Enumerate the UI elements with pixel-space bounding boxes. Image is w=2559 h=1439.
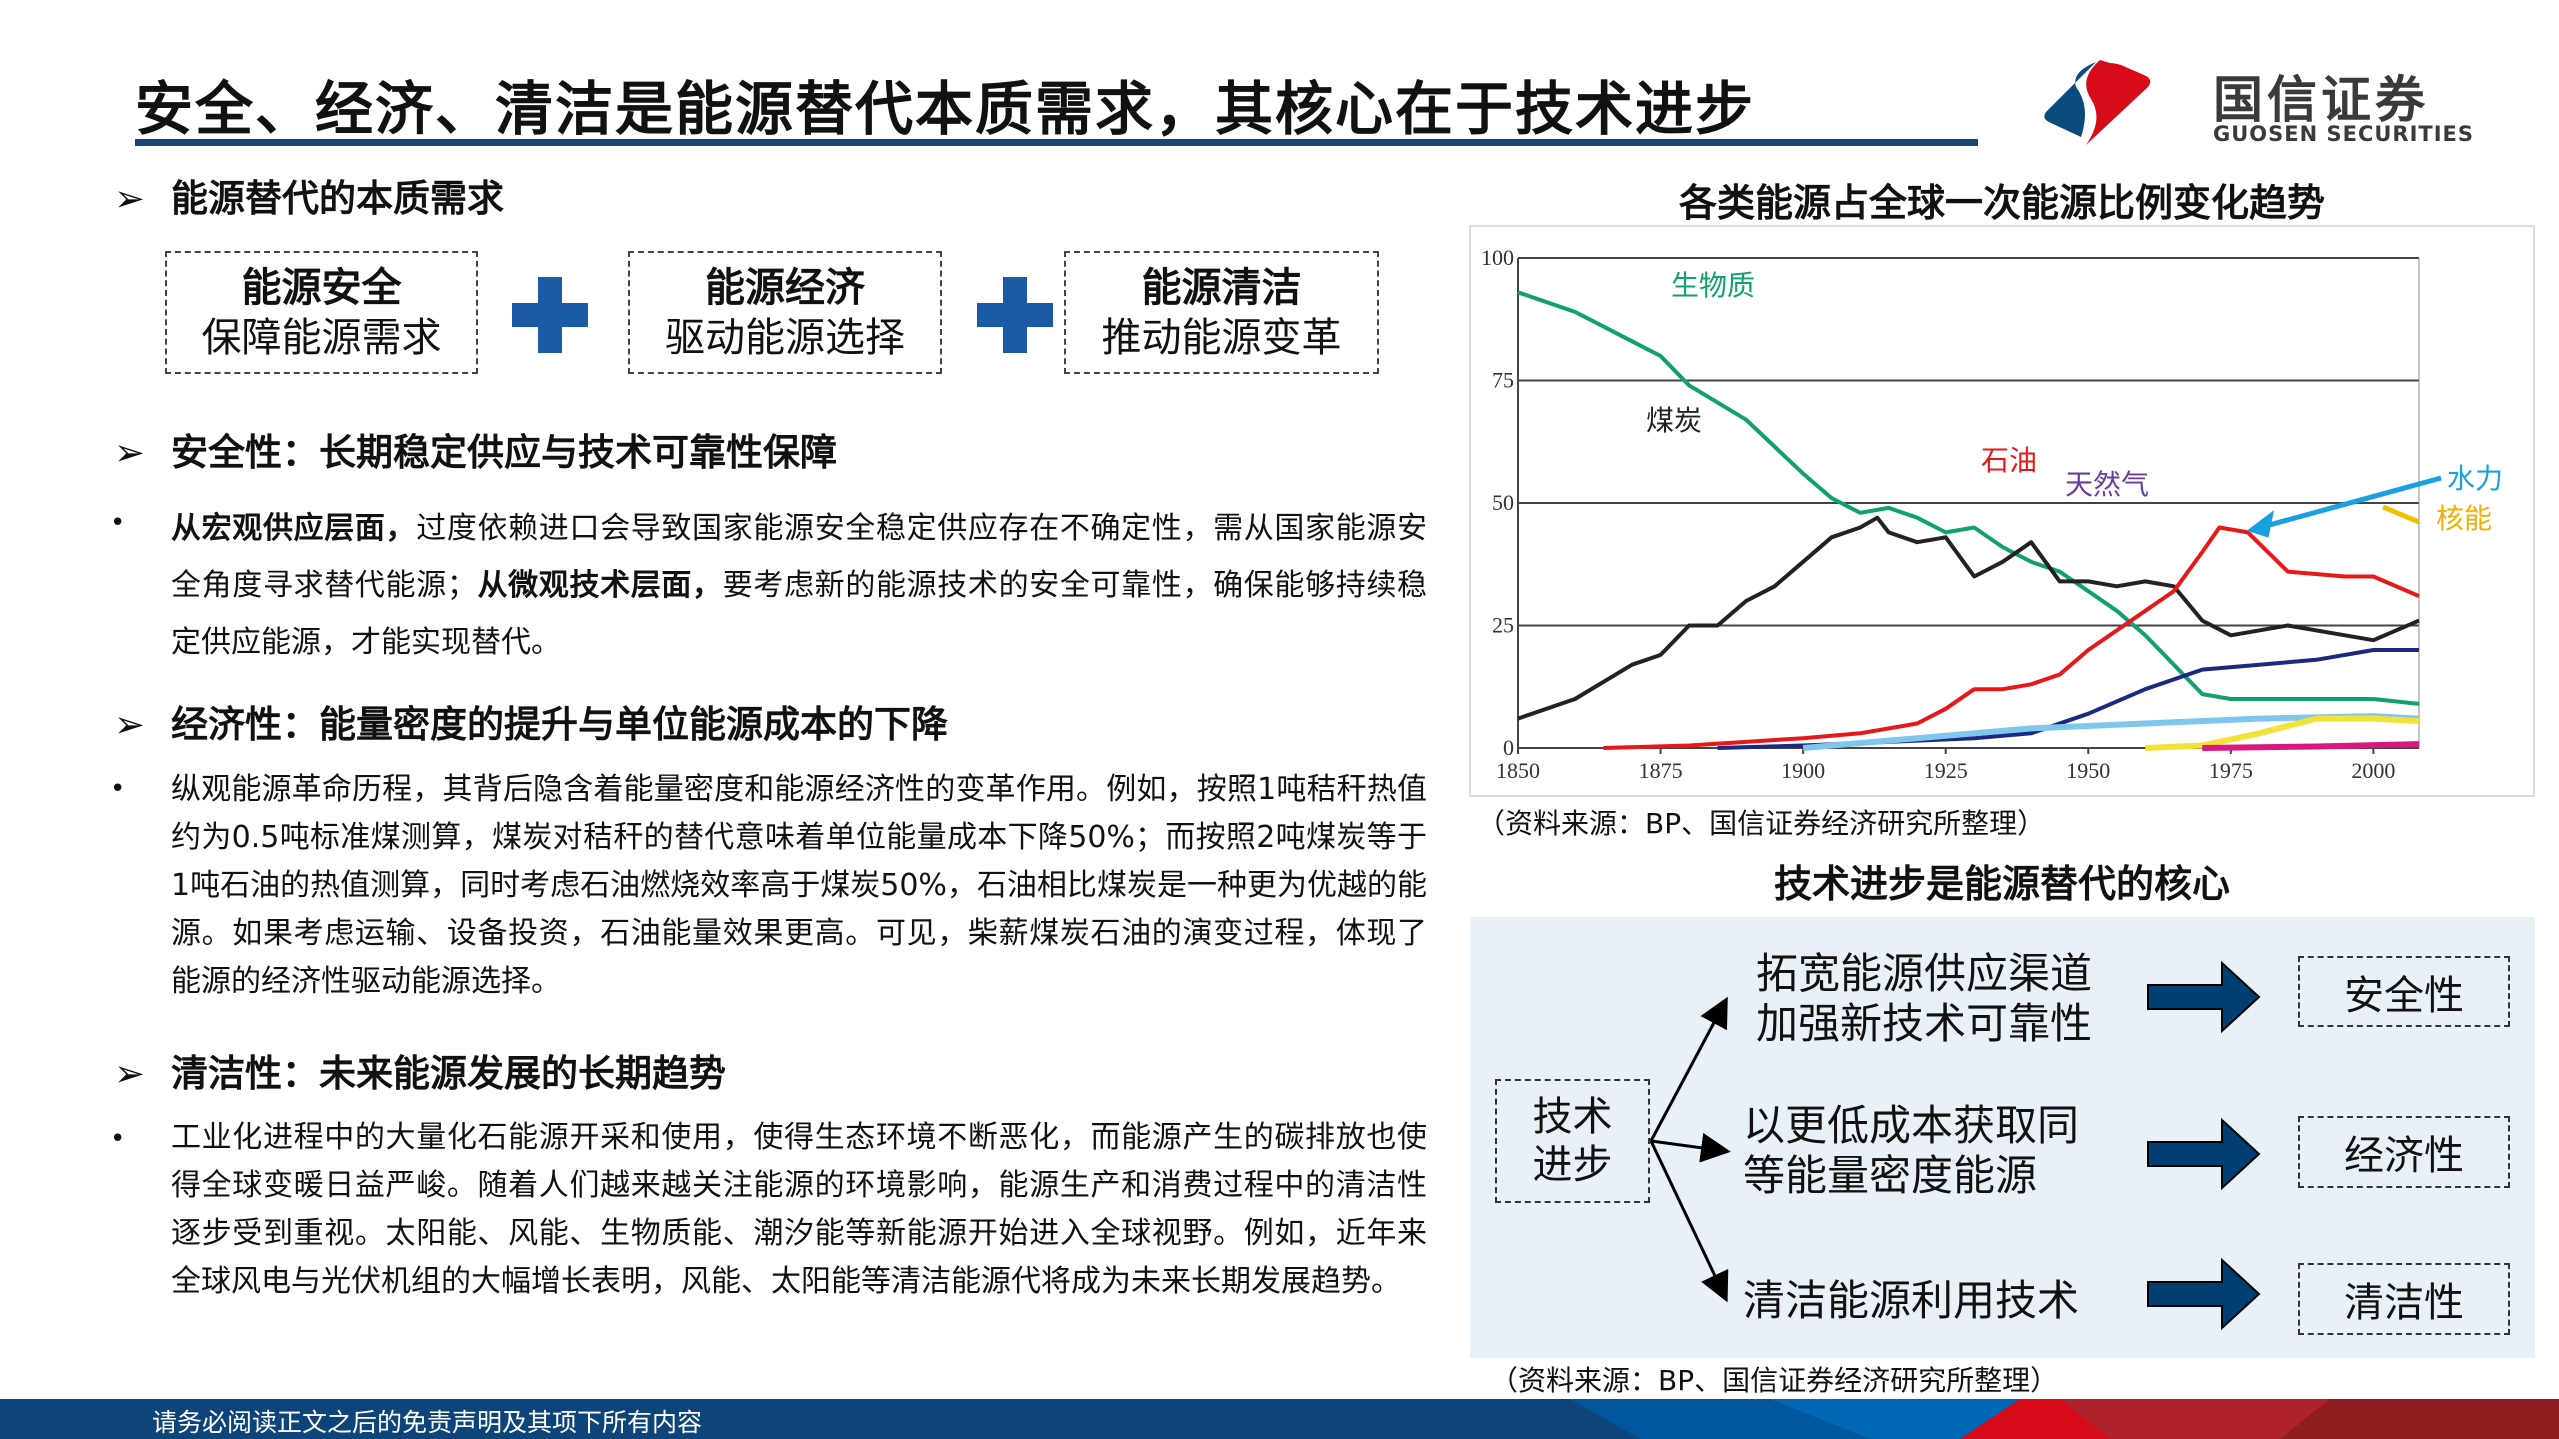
item-line: 等能量密度能源 [1743,1151,2038,1200]
clean-result-box: 清洁性 [2298,1263,2510,1335]
x-tick-label: 1975 [2209,758,2253,783]
item-line: 加强新技术可靠性 [1756,999,2093,1048]
item-line: 以更低成本获取同 [1743,1101,2080,1150]
nuclear-pointer-arrow [2382,504,2420,525]
tech-progress-diagram: 技术 进步 拓宽能源供应渠道 加强新技术可靠性 以更低成本获取同 等能量密度能源 清洁… [1470,917,2535,1358]
connector-arrows [1649,960,2261,1331]
clean-heading-text: 清洁性：未来能源发展的长期趋势 [171,1052,726,1095]
clean-tech-item: 清洁能源利用技术 [1743,1276,2079,1326]
paragraph-text: 要考虑新的能源技术的安全可靠性，确保能够持续稳定供应能源，才能实现替代。 [171,568,1428,660]
arrow-bullet-icon: ➢ [114,703,146,746]
logo-text-en: GUOSEN SECURITIES [2213,122,2475,146]
clean-paragraph: 工业化进程中的大量化石能源开采和使用，使得生态环境不断恶化，而能源产生的碳排放也… [171,1120,1427,1299]
series-line-生物质 [1517,290,2420,706]
security-result-box: 安全性 [2298,956,2510,1027]
right-arrow-icon [2147,1117,2261,1191]
bullet-icon: • [110,774,126,804]
energy-security-box: 能源安全 保障能源需求 [165,251,478,374]
box-subtitle: 推动能源变革 [1101,315,1342,361]
tech-progress-box: 技术 进步 [1495,1079,1650,1203]
economy-result-box: 经济性 [2298,1116,2510,1188]
security-heading-text: 安全性：长期稳定供应与技术可靠性保障 [171,431,837,474]
logo-text-cn: 国信证券 [2213,71,2429,129]
box-title: 能源清洁 [1141,265,1302,311]
arrow-head-icon [2246,510,2274,538]
series-line-other [2202,741,2420,751]
energy-clean-box: 能源清洁 推动能源变革 [1064,251,1379,374]
economy-heading: ➢ 经济性：能量密度的提升与单位能源成本的下降 [114,694,948,748]
y-tick-label: 0 [1503,735,1514,760]
bold-lead: 从宏观供应层面， [171,511,417,546]
bullet-icon: • [110,508,126,538]
y-tick-label: 75 [1492,368,1514,393]
connector-line [1650,1132,1731,1163]
security-heading: ➢ 安全性：长期稳定供应与技术可靠性保障 [114,422,837,476]
footer-decoration [1570,1399,2559,1439]
y-tick-label: 50 [1492,490,1514,515]
x-tick-label: 1900 [1781,758,1825,783]
series-label: 水力 [2447,462,2503,495]
plus-icon [977,277,1053,353]
x-tick-label: 1925 [1924,758,1968,783]
item-line: 拓宽能源供应渠道 [1756,949,2093,998]
root-line: 进步 [1532,1142,1613,1188]
x-tick-label: 2000 [2351,758,2395,783]
arrow-bullet-icon: ➢ [114,431,146,474]
bullet-icon: • [110,1124,126,1154]
box-subtitle: 保障能源需求 [201,315,442,361]
paragraph-text: 过度依赖进口会导致国家能源安全稳定供应存在不确定性，需从国家能源安全角度寻求替代… [171,511,1428,603]
box-title: 能源经济 [705,265,865,311]
box-title: 能源安全 [241,265,402,311]
series-label: 天然气 [2065,468,2149,501]
connector-line [1649,996,1728,1142]
energy-economy-box: 能源经济 驱动能源选择 [628,251,942,374]
economy-paragraph: 纵观能源革命历程，其背后隐含着能量密度和能源经济性的变革作用。例如，按照1吨秸秆… [171,772,1427,999]
root-line: 技术 [1532,1094,1613,1140]
chart-svg: 0 25 50 75 100 1850 1875 1900 1925 1950 1975 2000 生物… [1481,245,2503,783]
footer-bar [0,1399,2559,1439]
series-line-核能 [2145,715,2420,751]
section-heading-text: 能源替代的本质需求 [171,177,504,220]
x-tick-label: 1950 [2066,758,2110,783]
x-tick-label: 1850 [1496,758,1540,783]
chart-title: 各类能源占全球一次能源比例变化趋势 [1678,181,2325,225]
arrow-bullet-icon: ➢ [114,1052,146,1095]
title-underline [135,139,1978,146]
supply-item: 拓宽能源供应渠道 加强新技术可靠性 [1756,949,2092,1049]
security-paragraph: 从宏观供应层面，过度依赖进口会导致国家能源安全稳定供应存在不确定性，需从国家能源… [171,500,1427,671]
arrow-bullet-icon: ➢ [114,177,146,220]
box-subtitle: 驱动能源选择 [665,315,905,361]
page-title: 安全、经济、清洁是能源替代本质需求，其核心在于技术进步 [135,75,1756,143]
bold-lead: 从微观技术层面， [476,568,723,603]
y-tick-label: 100 [1481,245,1514,270]
x-tick-label: 1875 [1639,758,1683,783]
section-heading: ➢ 能源替代的本质需求 [114,168,504,222]
right-arrow-icon [2147,960,2261,1034]
diagram-source: （资料来源：BP、国信证券经济研究所整理） [1490,1364,2059,1397]
economy-heading-text: 经济性：能量密度的提升与单位能源成本的下降 [171,703,948,746]
series-label: 煤炭 [1646,404,1702,437]
guosen-logo-icon [2044,60,2151,145]
plus-icon [512,277,588,353]
disclaimer-text: 请务必阅读正文之后的免责声明及其项下所有内容 [152,1408,703,1437]
connector-line [1649,1140,1729,1303]
right-arrow-icon [2147,1257,2261,1331]
energy-share-chart: 0 25 50 75 100 1850 1875 1900 1925 1950 1975 2000 生物… [1469,225,2535,797]
series-line-石油 [1603,525,2420,750]
diagram-title: 技术进步是能源替代的核心 [1773,862,2230,906]
item-line: 清洁能源利用技术 [1743,1276,2080,1325]
series-label: 石油 [1981,444,2037,477]
cost-item: 以更低成本获取同 等能量密度能源 [1743,1101,2079,1201]
series-label: 生物质 [1671,269,1755,302]
series-label: 核能 [2436,502,2492,535]
clean-heading: ➢ 清洁性：未来能源发展的长期趋势 [114,1043,726,1097]
y-tick-label: 25 [1492,613,1514,638]
series-line-煤炭 [1517,515,2420,721]
hydro-pointer-arrow [2250,475,2442,533]
chart-source: （资料来源：BP、国信证券经济研究所整理） [1477,807,2046,840]
